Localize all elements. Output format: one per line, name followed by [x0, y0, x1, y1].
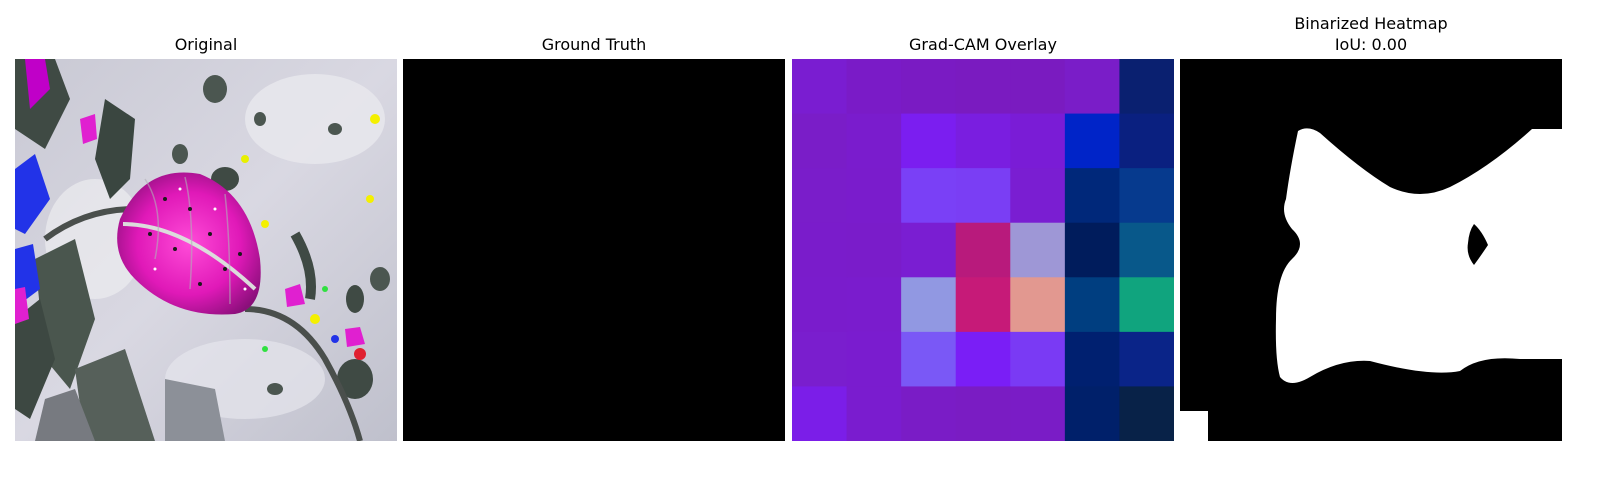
- heatmap-cell-r2-c6: [1119, 168, 1174, 224]
- binarized-heatmap-mask: [1180, 59, 1562, 441]
- heatmap-cell-r0-c0: [792, 59, 848, 115]
- iou-label: IoU: 0.00: [1334, 35, 1408, 54]
- heatmap-cell-r4-c6: [1119, 277, 1174, 333]
- heatmap-cell-r3-c1: [846, 222, 902, 278]
- heatmap-cell-r6-c3: [955, 386, 1011, 441]
- original-image-art: [15, 59, 397, 441]
- heatmap-cell-r5-c3: [955, 331, 1011, 387]
- heatmap-cell-r0-c2: [901, 59, 957, 115]
- heatmap-cell-r5-c2: [901, 331, 957, 387]
- heatmap-cell-r6-c4: [1010, 386, 1066, 441]
- heatmap-cell-r2-c3: [955, 168, 1011, 224]
- binarized-heatmap-image: [1180, 59, 1562, 441]
- gradcam-overlay-title: Grad-CAM Overlay: [909, 35, 1057, 54]
- heatmap-cell-r2-c1: [846, 168, 902, 224]
- ground-truth-mask: [403, 59, 785, 441]
- original-image: [15, 59, 397, 441]
- binarized-blob: [1275, 128, 1562, 383]
- heatmap-cell-r0-c6: [1119, 59, 1174, 115]
- heatmap-cell-r3-c5: [1064, 222, 1120, 278]
- heatmap-cell-r3-c6: [1119, 222, 1174, 278]
- heatmap-cell-r6-c2: [901, 386, 957, 441]
- heatmap-cell-r0-c5: [1064, 59, 1120, 115]
- heatmap-cell-r1-c6: [1119, 113, 1174, 169]
- heatmap-cell-r3-c0: [792, 222, 848, 278]
- heatmap-cell-r5-c1: [846, 331, 902, 387]
- heatmap-cell-r2-c0: [792, 168, 848, 224]
- binarized-hole: [1467, 224, 1488, 265]
- heatmap-cell-r1-c5: [1064, 113, 1120, 169]
- heatmap-cell-r2-c2: [901, 168, 957, 224]
- heatmap-cell-r6-c0: [792, 386, 848, 441]
- binarized-corner-strip: [1180, 411, 1208, 441]
- heatmap-cell-r6-c5: [1064, 386, 1120, 441]
- heatmap-cell-r6-c1: [846, 386, 902, 441]
- heatmap-cell-r2-c4: [1010, 168, 1066, 224]
- gradcam-overlay-image: [792, 59, 1174, 441]
- heatmap-cell-r3-c3: [955, 222, 1011, 278]
- heatmap-cell-r1-c4: [1010, 113, 1066, 169]
- heatmap-cell-r4-c1: [846, 277, 902, 333]
- ground-truth-title: Ground Truth: [541, 35, 647, 54]
- heatmap-cell-r5-c6: [1119, 331, 1174, 387]
- heatmap-cell-r3-c4: [1010, 222, 1066, 278]
- heatmap-cell-r5-c0: [792, 331, 848, 387]
- heatmap-cell-r0-c3: [955, 59, 1011, 115]
- heatmap-cell-r4-c2: [901, 277, 957, 333]
- gradcam-heatmap-grid: [792, 59, 1174, 441]
- heatmap-cell-r0-c4: [1010, 59, 1066, 115]
- heatmap-cell-r4-c3: [955, 277, 1011, 333]
- heatmap-cell-r4-c4: [1010, 277, 1066, 333]
- heatmap-cell-r1-c2: [901, 113, 957, 169]
- heatmap-cell-r4-c0: [792, 277, 848, 333]
- heatmap-cell-r3-c2: [901, 222, 957, 278]
- heatmap-cell-r5-c5: [1064, 331, 1120, 387]
- heatmap-cell-r1-c0: [792, 113, 848, 169]
- heatmap-cell-r1-c3: [955, 113, 1011, 169]
- heatmap-cell-r5-c4: [1010, 331, 1066, 387]
- heatmap-cell-r4-c5: [1064, 277, 1120, 333]
- heatmap-cell-r1-c1: [846, 113, 902, 169]
- original-title: Original: [174, 35, 238, 54]
- heatmap-cell-r2-c5: [1064, 168, 1120, 224]
- heatmap-cell-r0-c1: [846, 59, 902, 115]
- binarized-heatmap-title: Binarized Heatmap: [1294, 14, 1448, 33]
- heatmap-cell-r6-c6: [1119, 386, 1174, 441]
